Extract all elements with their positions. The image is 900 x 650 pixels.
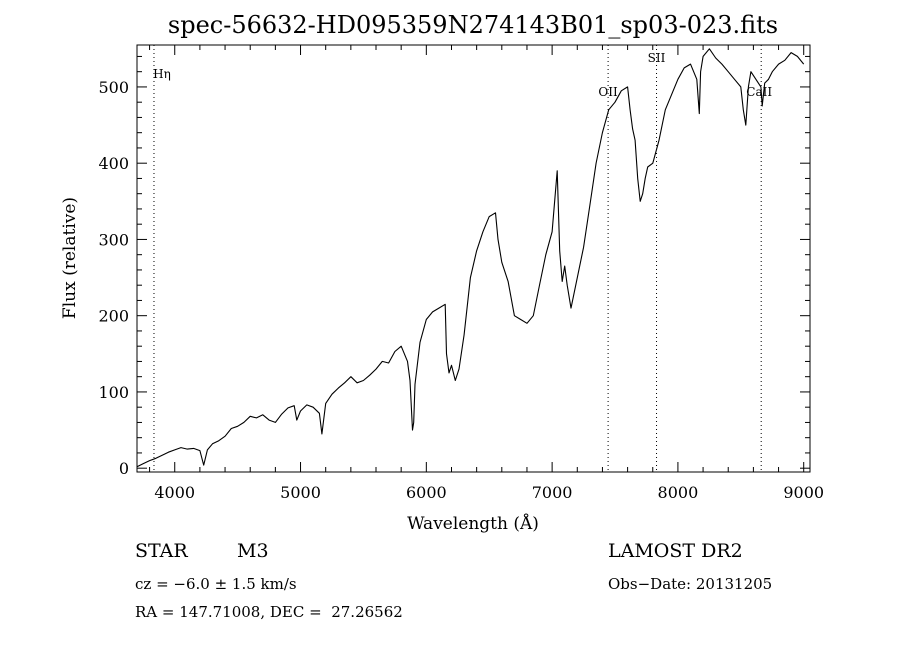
x-tick-label: 5000 [280, 483, 321, 502]
axes: 4000 5000 6000 7000 8000 9000 0 100 200 300 400 500 [98, 44, 824, 502]
x-tick-label: 4000 [154, 483, 195, 502]
line-marker-label: SII [648, 51, 666, 65]
y-tick-label: 300 [98, 230, 129, 249]
redshift-cz: cz = −6.0 ± 1.5 km/s [135, 575, 297, 593]
y-tick-label: 100 [98, 383, 129, 402]
x-tick-label: 6000 [406, 483, 447, 502]
x-tick-label: 8000 [658, 483, 699, 502]
object-type: STAR [135, 540, 188, 562]
line-marker-label: OII [598, 85, 618, 99]
obs-date: Obs−Date: 20131205 [608, 575, 773, 593]
y-axis-label: Flux (relative) [60, 197, 80, 319]
line-marker-label: CaII [746, 85, 772, 99]
y-tick-label: 200 [98, 307, 129, 326]
x-axis-label: Wavelength (Å) [407, 513, 539, 534]
coordinates: RA = 147.71008, DEC = 27.26562 [135, 603, 403, 621]
line-marker-label: Hη [153, 67, 171, 81]
chart-title: spec-56632-HD095359N274143B01_sp03-023.f… [168, 11, 778, 39]
subclass: M3 [237, 540, 269, 562]
x-tick-label: 7000 [532, 483, 573, 502]
spectrum-line [136, 48, 805, 468]
line-markers: Hη OII SII CaII [153, 45, 772, 472]
y-tick-label: 500 [98, 78, 129, 97]
series-layer [136, 48, 805, 468]
plot-frame [136, 44, 811, 473]
x-tick-label: 9000 [783, 483, 824, 502]
y-tick-label: 400 [98, 154, 129, 173]
survey-name: LAMOST DR2 [608, 540, 743, 562]
y-tick-label: 0 [119, 459, 129, 478]
